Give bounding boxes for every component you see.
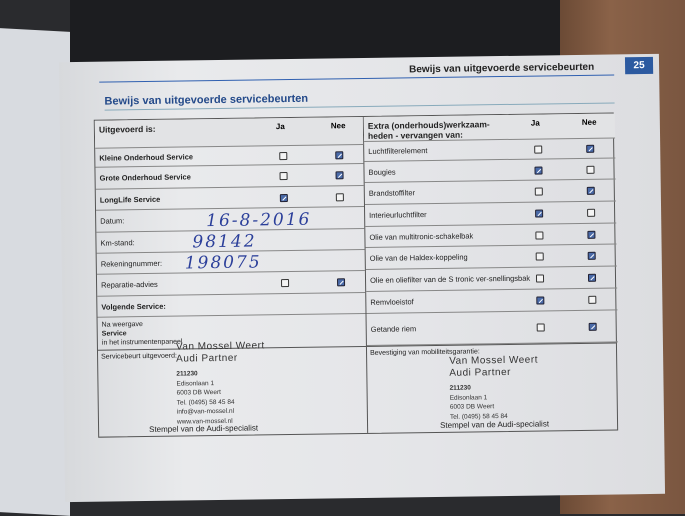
- ja-checkbox[interactable]: [279, 151, 288, 160]
- dealer-partner: Audi Partner: [176, 352, 238, 365]
- ja-checkbox[interactable]: [279, 172, 288, 181]
- table-row: Getande riem: [366, 310, 618, 346]
- dealer-partner: Audi Partner: [449, 366, 512, 379]
- ja-header: Ja: [530, 118, 540, 128]
- service-stamp-area: Servicebeurt uitgevoerd: Van Mossel Weer…: [97, 340, 369, 437]
- ja-checkbox[interactable]: [534, 187, 543, 196]
- ja-checkbox[interactable]: [535, 252, 544, 261]
- dealer-name: Van Mossel Weert: [449, 354, 539, 367]
- ja-checkbox[interactable]: [281, 279, 290, 288]
- handwritten-date: 16-8-2016: [206, 209, 312, 232]
- divider: [99, 74, 615, 83]
- running-title: Bewijs van uitgevoerde servicebeurten: [409, 61, 595, 76]
- stamp-caption: Stempel van de Audi-specialist: [440, 419, 550, 430]
- service-performed-label: Servicebeurt uitgevoerd:: [101, 352, 178, 361]
- ja-checkbox[interactable]: [535, 274, 545, 283]
- row-label: Datum:: [100, 216, 125, 226]
- nee-checkbox[interactable]: [335, 150, 344, 159]
- nee-checkbox[interactable]: [335, 192, 344, 201]
- handwritten-invoice: 198075: [184, 252, 262, 274]
- nee-checkbox[interactable]: [588, 322, 597, 331]
- booklet-page: Bewijs van uitgevoerde servicebeurten 25…: [58, 53, 666, 503]
- ja-checkbox[interactable]: [534, 145, 543, 154]
- ja-header: Ja: [275, 122, 285, 132]
- header-label: Extra (onderhouds)werkzaam-heden - verva…: [367, 119, 490, 141]
- stamp-section: Servicebeurt uitgevoerd: Van Mossel Weer…: [97, 340, 619, 437]
- next-service-note: Na weergave Service in het instrumentenpan…: [102, 320, 183, 348]
- dealer-stamp: Van Mossel Weert Audi Partner 211230 Edi…: [449, 355, 539, 422]
- handwritten-km: 98142: [192, 231, 257, 253]
- nee-checkbox[interactable]: [586, 186, 595, 195]
- nee-header: Nee: [330, 121, 346, 131]
- ja-checkbox[interactable]: [534, 165, 543, 175]
- page-number: 25: [624, 56, 654, 75]
- ja-checkbox[interactable]: [536, 323, 545, 332]
- row-label: LongLife Service: [99, 194, 161, 205]
- table-row: Volgende Service:: [97, 292, 366, 318]
- dealer-stamp: Van Mossel Weert Audi Partner 211230 Edi…: [176, 340, 266, 426]
- note-line: in het instrumentenpaneel: [101, 338, 183, 347]
- mobility-stamp-area: Bevestiging van mobiliteitsgarantie: Van…: [367, 343, 619, 432]
- nee-checkbox[interactable]: [586, 165, 595, 174]
- row-label: Olie en oliefilter van de S tronic ver-s…: [369, 273, 531, 285]
- dealer-name: Van Mossel Weert: [175, 340, 265, 353]
- table-header: Uitgevoerd is:: [94, 116, 364, 149]
- section-title: Bewijs van uitgevoerde servicebeurten: [104, 92, 309, 108]
- service-table: Uitgevoerd is: Ja Nee Kleine Onderhoud Serv…: [93, 112, 619, 438]
- row-label: Reparatie-advies: [101, 279, 158, 290]
- row-label: Rekeningnummer:: [100, 258, 163, 269]
- row-label: Luchtfilterelement: [368, 146, 428, 156]
- ja-checkbox[interactable]: [535, 209, 544, 218]
- row-label: Olie van de Haldex-koppeling: [369, 252, 468, 263]
- row-label: Kleine Onderhoud Service: [99, 151, 194, 163]
- nee-checkbox[interactable]: [587, 273, 597, 282]
- nee-header: Nee: [581, 117, 597, 127]
- row-label: Getande riem: [370, 324, 417, 334]
- row-label: Grote Onderhoud Service: [99, 172, 191, 183]
- nee-checkbox[interactable]: [587, 251, 596, 260]
- nee-checkbox[interactable]: [588, 295, 597, 304]
- row-label: Volgende Service:: [101, 301, 166, 312]
- row-label: Olie van multitronic-schakelbak: [369, 230, 474, 242]
- extra-work-column: Extra (onderhouds)werkzaam-heden - verva…: [363, 113, 618, 346]
- ja-checkbox[interactable]: [536, 296, 545, 305]
- row-label: Km-stand:: [100, 237, 135, 248]
- nee-checkbox[interactable]: [586, 144, 595, 153]
- nee-checkbox[interactable]: [587, 208, 596, 217]
- ja-checkbox[interactable]: [535, 230, 544, 240]
- nee-checkbox[interactable]: [335, 171, 344, 180]
- table-header: Extra (onderhouds)werkzaam-heden - verva…: [363, 113, 616, 142]
- row-label: Brandstoffilter: [368, 188, 416, 198]
- nee-checkbox[interactable]: [587, 230, 596, 239]
- nee-checkbox[interactable]: [337, 278, 346, 287]
- row-label: Remvloeistof: [370, 297, 414, 307]
- stamp-caption: Stempel van de Audi-specialist: [149, 423, 259, 434]
- header-label: Uitgevoerd is:: [98, 123, 156, 135]
- row-label: Interieurluchtfilter: [369, 210, 427, 220]
- ja-checkbox[interactable]: [279, 193, 288, 202]
- row-label: Bougies: [368, 167, 396, 177]
